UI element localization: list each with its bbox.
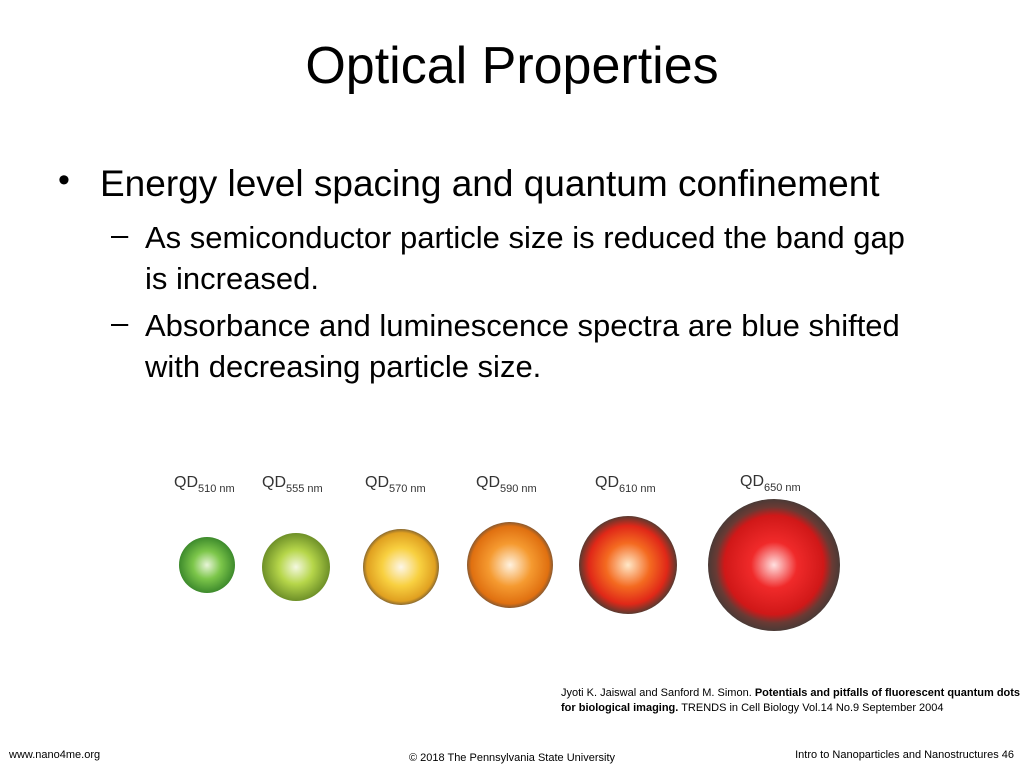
citation-authors: Jyoti K. Jaiswal and Sanford M. Simon. [561, 687, 752, 699]
sub-bullet: Absorbance and luminescence spectra are … [111, 302, 935, 387]
dot-label: QD510 nm [174, 474, 235, 495]
dot-label: QD650 nm [740, 473, 801, 494]
dot-label: QD570 nm [365, 474, 426, 495]
dot-label: QD590 nm [476, 474, 537, 495]
footer-right: Intro to Nanoparticles and Nanostructure… [795, 749, 1014, 761]
sub-bullet: As semiconductor particle size is reduce… [111, 214, 935, 299]
slide-title: Optical Properties [305, 37, 719, 95]
citation: Jyoti K. Jaiswal and Sanford M. Simon. P… [561, 686, 1021, 716]
footer-left: www.nano4me.org [9, 749, 101, 761]
quantum-dot [262, 533, 330, 601]
bullet: Energy level spacing and quantum confine… [58, 161, 880, 205]
quantum-dot [179, 537, 235, 593]
citation-title: Potentials and pitfalls of fluorescent q… [561, 687, 1021, 714]
quantum-dot [579, 516, 677, 614]
dot-label: QD555 nm [262, 474, 323, 495]
dot-label: QD610 nm [595, 474, 656, 495]
quantum-dot [708, 499, 840, 631]
quantum-dot [363, 529, 439, 605]
footer-center: © 2018 The Pennsylvania State University [408, 752, 615, 764]
quantum-dot [467, 522, 553, 608]
citation-source: TRENDS in Cell Biology Vol.14 No.9 Septe… [681, 702, 944, 714]
